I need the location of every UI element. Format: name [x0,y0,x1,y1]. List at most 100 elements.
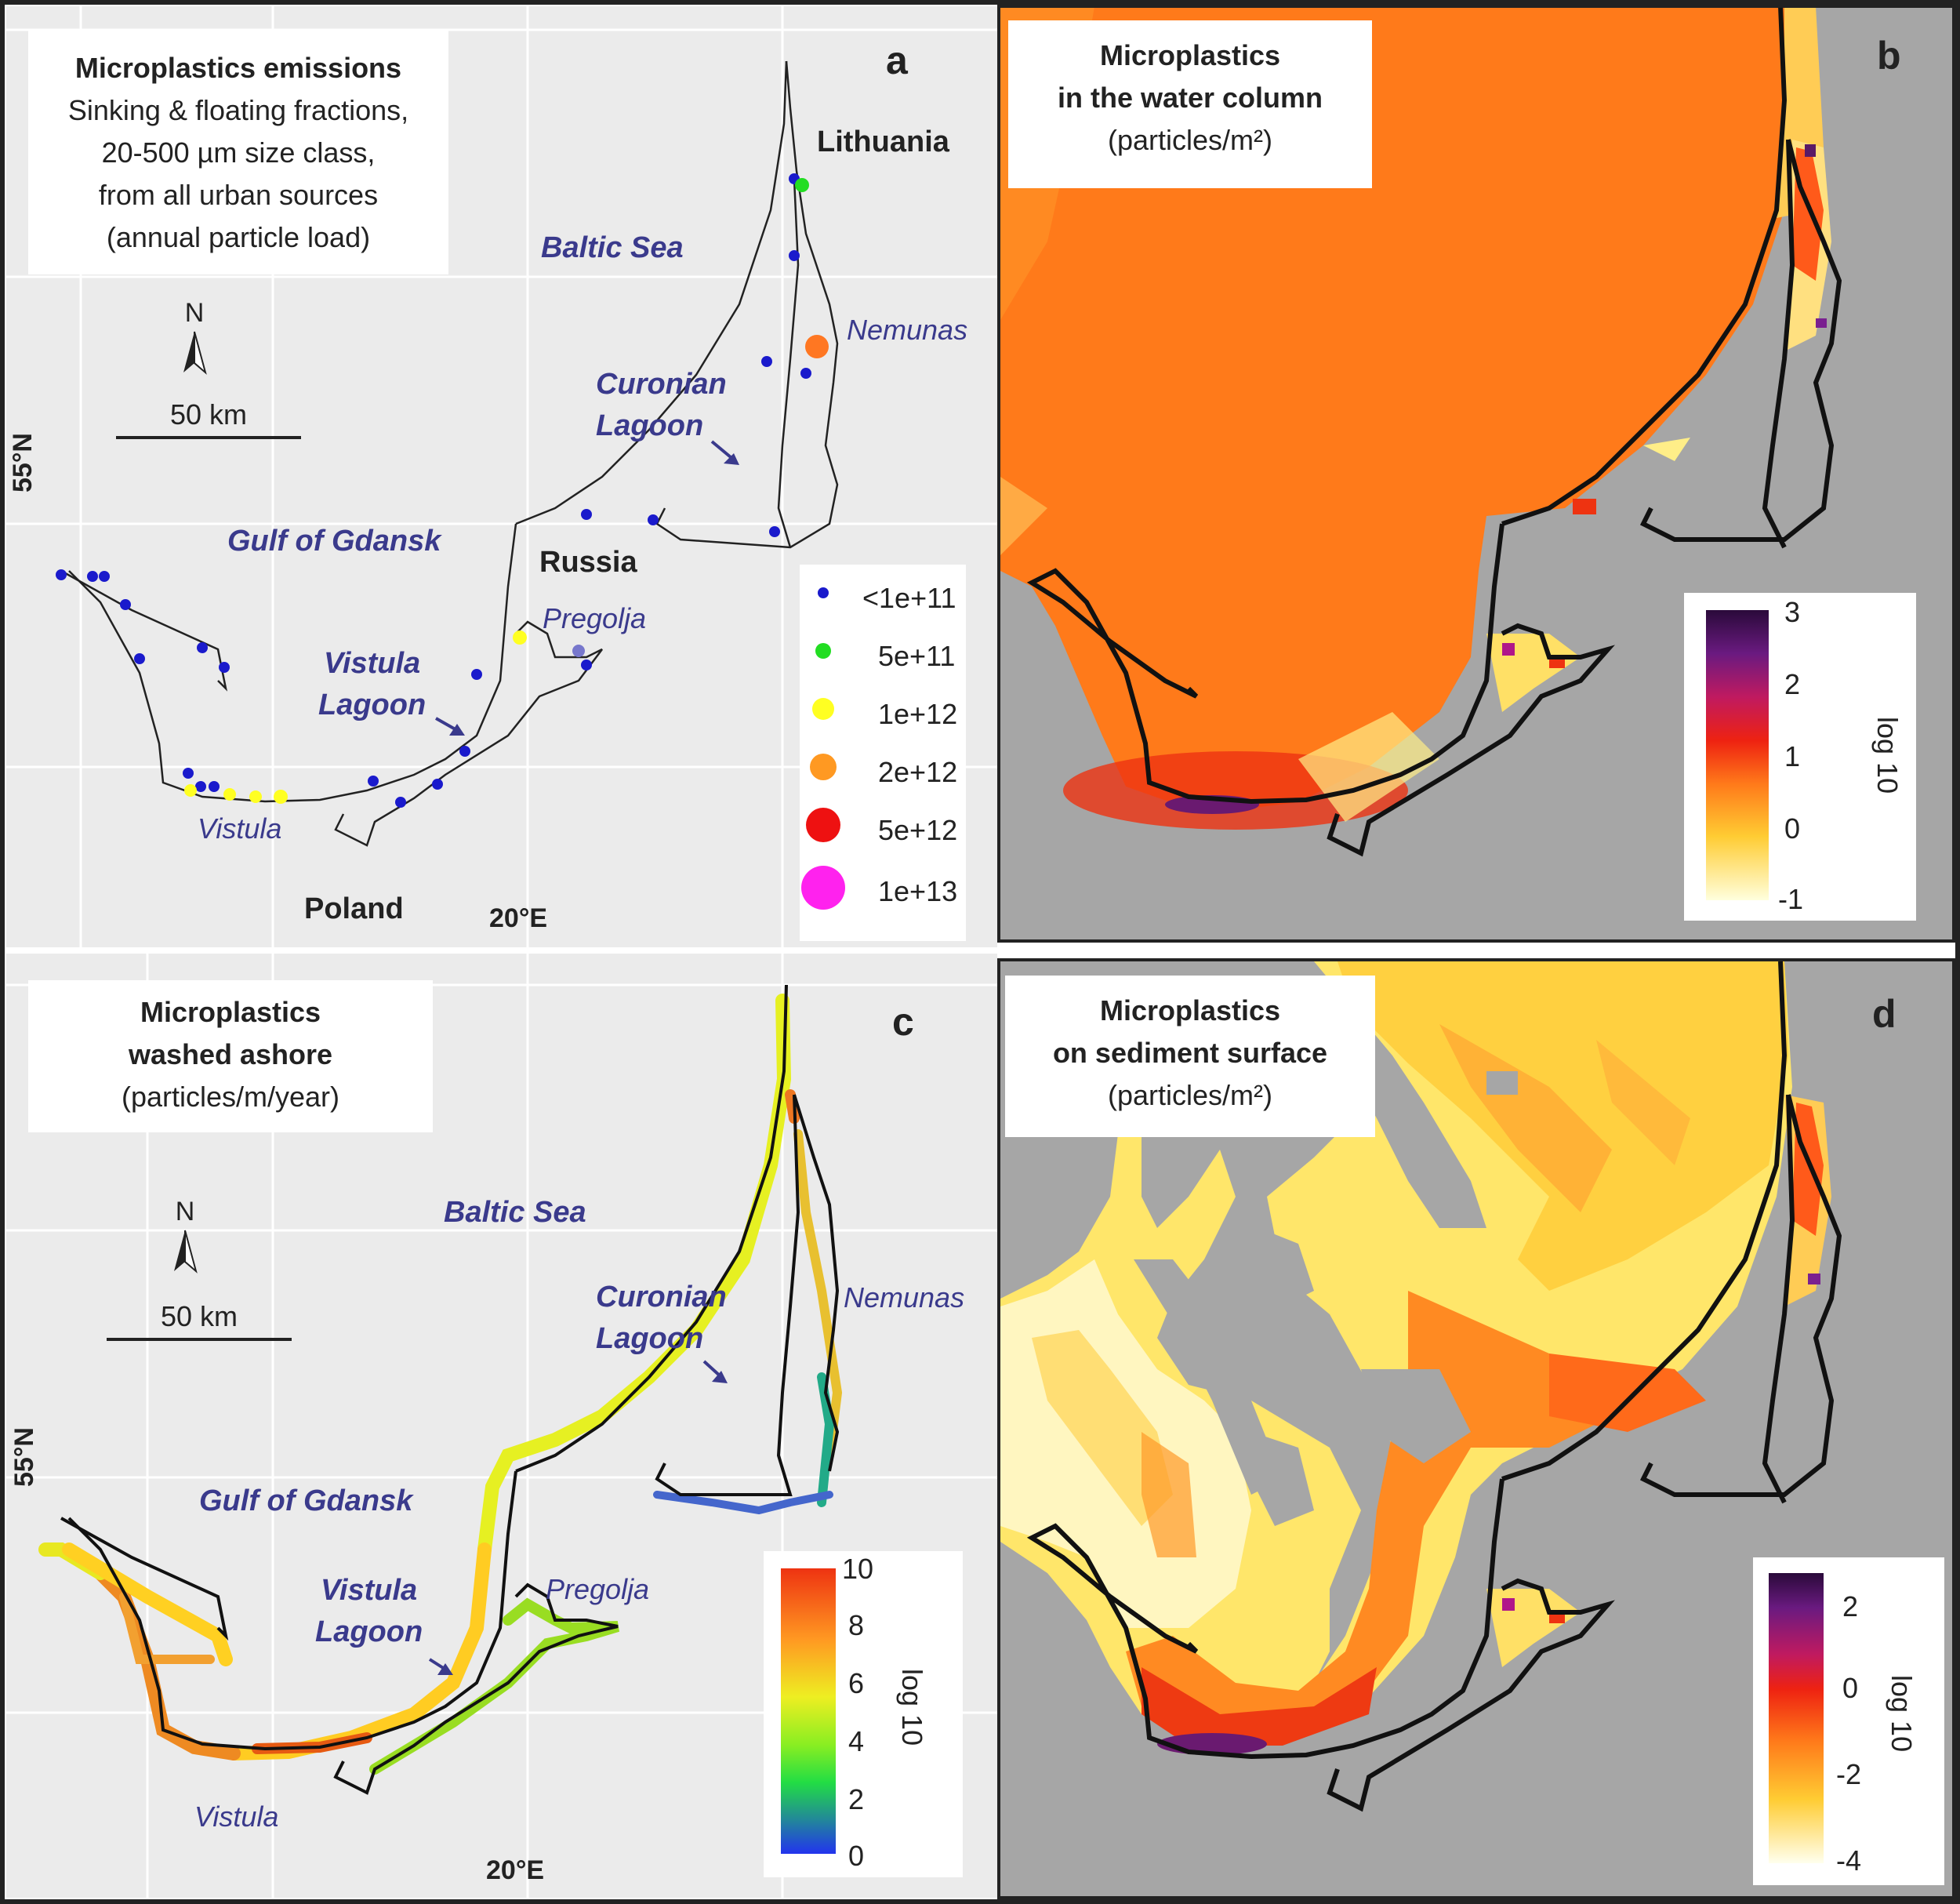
panel-d-title-1: Microplastics [1099,994,1281,1026]
label-gulf-of-gdansk-c: Gulf of Gdansk [199,1484,413,1517]
coastline-b [1026,6,1842,857]
colorbar-c-tick-8: 8 [848,1609,865,1641]
scale-line [116,436,301,439]
label-baltic-sea-c: Baltic Sea [444,1196,586,1229]
colorbar-d-tick-2: 2 [1842,1590,1859,1622]
legend-label: 1e+13 [878,875,958,907]
panel-c-unit: (particles/m/year) [121,1081,340,1113]
label-pregolja: Pregolja [543,602,647,634]
label-lagoon-v: Lagoon [318,689,426,722]
panel-a: Microplastics emissions Sinking & floati… [6,6,997,947]
colorbar-c-title: log 10 [896,1669,928,1746]
scale-label-c: 50 km [160,1300,238,1332]
label-vistula: Vistula [198,812,282,845]
colorbar-c-tick-10: 10 [842,1553,874,1585]
coastline-c [60,984,840,1795]
colorbar-b-tick-neg1: -1 [1778,883,1804,915]
colorbar-b-tick-3: 3 [1784,596,1801,628]
panel-b-title-1: Microplastics [1099,39,1281,71]
panel-a-subtitle-1: Sinking & floating fractions, [67,94,409,126]
label-pregolja-c: Pregolja [546,1573,650,1605]
panel-c: Microplastics washed ashore (particles/m… [6,954,997,1898]
panel-a-title: Microplastics emissions [74,52,402,84]
label-vistula-l: Vistula [324,647,421,680]
panel-c-title-box: Microplastics washed ashore (particles/m… [28,980,433,1132]
lon-label: 20°E [489,903,548,933]
emission-points [56,173,829,808]
panel-a-subtitle-4: (annual particle load) [106,221,371,253]
colorbar-d-tick-neg2: -2 [1836,1758,1862,1790]
label-vistula-c: Vistula [194,1800,279,1833]
colorbar-b-tick-2: 2 [1784,668,1801,700]
colorbar-c-tick-0: 0 [848,1840,865,1872]
legend-row: 5e+11 [800,634,955,688]
label-nemunas-c: Nemunas [844,1281,965,1314]
panel-b: Microplastics in the water column (parti… [1000,6,1954,941]
label-vistula-lagoon-c: Vistula Lagoon [315,1570,423,1653]
panel-d-title-box: Microplastics on sediment surface (parti… [1005,976,1375,1137]
emission-legend: <1e+11 5e+11 1e+12 2e+12 5e+12 1e+13 [800,565,966,941]
label-lithuania: Lithuania [817,125,949,158]
label-nemunas: Nemunas [847,314,968,346]
colorbar-c-tick-4: 4 [848,1725,865,1757]
panel-d: Microplastics on sediment surface (parti… [1000,961,1954,1898]
panel-a-subtitle-3: from all urban sources [98,179,379,211]
colorbar-c-tick-2: 2 [848,1783,865,1815]
lat-label-c: 55°N [9,1427,39,1487]
north-arrow-icon [174,1230,198,1274]
label-vistula-lagoon: Vistula Lagoon [318,643,426,726]
panel-b-colorbar: 3 2 1 0 -1 log 10 [1684,593,1916,921]
colorbar-d-tick-0: 0 [1842,1672,1859,1704]
panel-d-letter: d [1872,992,1896,1036]
legend-label: <1e+11 [862,582,956,614]
panel-b-title-2: in the water column [1057,82,1323,114]
panel-b-letter: b [1877,34,1901,78]
panel-a-letter: a [886,38,908,82]
panel-d-map [1000,961,1842,1812]
legend-row: 1e+12 [800,692,957,746]
coastline-d [1026,961,1842,1812]
scale-bar: 50 km [116,398,301,439]
colorbar-d-ramp [1769,1573,1824,1863]
panel-d-title-2: on sediment surface [1052,1037,1328,1069]
colorbar-c-ramp [781,1568,836,1854]
north-label: N [184,298,205,328]
label-vistula-l-c: Vistula [321,1574,418,1607]
scale-line-c [107,1338,292,1341]
scale-bar-c: 50 km [107,1300,292,1341]
coastline [60,60,839,847]
no-data-areas [1134,1071,1518,1526]
panel-c-map [6,954,997,1898]
legend-row: 1e+13 [800,866,957,925]
colorbar-b-tick-0: 0 [1784,812,1801,845]
label-lagoon-v-c: Lagoon [315,1615,423,1649]
panel-a-title-box: Microplastics emissions Sinking & floati… [28,30,448,274]
north-label-c: N [175,1197,195,1226]
panel-d-unit: (particles/m²) [1107,1079,1272,1111]
panel-d-colorbar: 2 0 -2 -4 log 10 [1753,1557,1944,1885]
label-curonian: Curonian [596,368,727,401]
panel-b-title-box: Microplastics in the water column (parti… [1008,20,1372,188]
lon-label-c: 20°E [486,1855,545,1885]
legend-label: 5e+11 [878,640,956,672]
north-arrow-c: N [162,1197,209,1281]
label-curonian-lagoon: Curonian Lagoon [596,364,727,447]
north-arrow-icon [183,331,207,375]
panel-a-subtitle-2: 20-500 µm size class, [101,136,376,169]
panel-c-letter: c [892,1000,914,1044]
label-russia: Russia [539,546,637,579]
colorbar-d-title: log 10 [1886,1675,1918,1753]
legend-row: 2e+12 [800,750,957,804]
panel-c-title-2: washed ashore [128,1038,333,1070]
lat-label: 55°N [8,433,38,492]
north-arrow: N [171,298,218,383]
colorbar-b-ramp [1706,610,1769,900]
legend-row: <1e+11 [800,576,956,623]
panel-b-unit: (particles/m²) [1107,124,1272,156]
colorbar-d-tick-neg4: -4 [1836,1844,1862,1877]
colorbar-b-tick-1: 1 [1784,740,1801,772]
legend-label: 5e+12 [878,814,958,846]
label-gulf-of-gdansk: Gulf of Gdansk [227,525,441,558]
label-poland: Poland [304,892,404,925]
label-lagoon: Lagoon [596,409,704,443]
